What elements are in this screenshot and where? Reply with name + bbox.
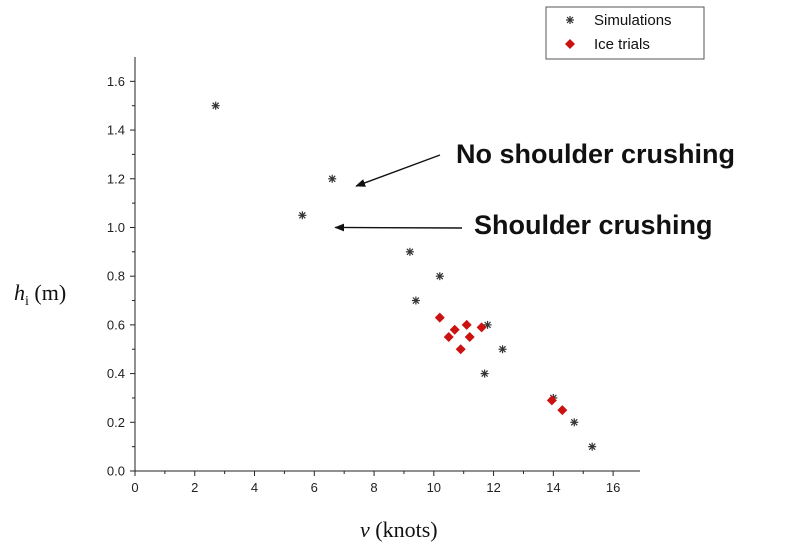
y-tick-label: 0.6 (107, 317, 125, 332)
legend-label-ice-trials: Ice trials (594, 36, 650, 53)
data-point-ice-trials (455, 344, 466, 355)
legend-label-simulations: Simulations (594, 12, 672, 29)
annotation-text-shoulder-crushing: Shoulder crushing (474, 210, 713, 240)
data-point-ice-trials (557, 405, 568, 416)
annotation-no-shoulder-crushing: No shoulder crushing (355, 139, 735, 187)
x-tick-label: 16 (606, 480, 620, 495)
annotation-arrow-no-shoulder-crushing (355, 154, 441, 187)
y-tick-label: 1.2 (107, 171, 125, 186)
annotation-shoulder-crushing: Shoulder crushing (334, 210, 713, 240)
annotation-arrow-shoulder-crushing (334, 223, 463, 232)
data-point-ice-trials (449, 324, 460, 335)
data-point-simulations (405, 247, 414, 256)
x-tick-label: 0 (131, 480, 138, 495)
y-axis-label: hi (m) (14, 280, 66, 309)
x-tick-label: 6 (311, 480, 318, 495)
x-tick-label: 14 (546, 480, 560, 495)
data-point-simulations (411, 296, 420, 305)
data-point-simulations (588, 442, 597, 451)
legend-marker-ice-trials (565, 39, 575, 49)
y-ticks: 0.0 0.2 0.4 0.6 0.8 1.0 1.2 1.4 1.6 (107, 74, 135, 479)
data-point-simulations (298, 211, 307, 220)
legend: Simulations Ice trials (545, 6, 705, 60)
x-tick-label: 4 (251, 480, 258, 495)
y-tick-label: 1.6 (107, 74, 125, 89)
y-tick-label: 0.4 (107, 366, 125, 381)
data-point-simulations (570, 418, 579, 427)
legend-box (545, 6, 705, 60)
data-point-ice-trials (476, 322, 487, 333)
data-point-simulations (498, 345, 507, 354)
data-point-ice-trials (464, 332, 475, 343)
x-ticks: 0 2 4 6 8 10 12 14 16 (131, 471, 620, 495)
x-tick-label: 12 (486, 480, 500, 495)
data-point-ice-trials (443, 332, 454, 343)
y-tick-label: 0.0 (107, 464, 125, 479)
legend-star-icon (566, 16, 574, 24)
y-tick-label: 0.2 (107, 415, 125, 430)
data-point-simulations (480, 369, 489, 378)
x-tick-label: 2 (191, 480, 198, 495)
legend-diamond-icon (565, 39, 575, 49)
y-tick-label: 1.0 (107, 220, 125, 235)
data-points (211, 101, 597, 451)
data-point-simulations (211, 101, 220, 110)
x-tick-label: 10 (427, 480, 441, 495)
data-point-simulations (328, 174, 337, 183)
y-tick-label: 0.8 (107, 269, 125, 284)
data-point-ice-trials (461, 319, 472, 330)
x-axis-label: v (knots) (360, 517, 438, 542)
data-point-ice-trials (546, 395, 557, 406)
data-point-simulations (435, 272, 444, 281)
axes (134, 57, 640, 472)
annotation-text-no-shoulder-crushing: No shoulder crushing (456, 139, 735, 169)
x-tick-label: 8 (370, 480, 377, 495)
y-tick-label: 1.4 (107, 123, 125, 138)
data-point-ice-trials (434, 312, 445, 323)
legend-marker-simulations (566, 16, 574, 24)
